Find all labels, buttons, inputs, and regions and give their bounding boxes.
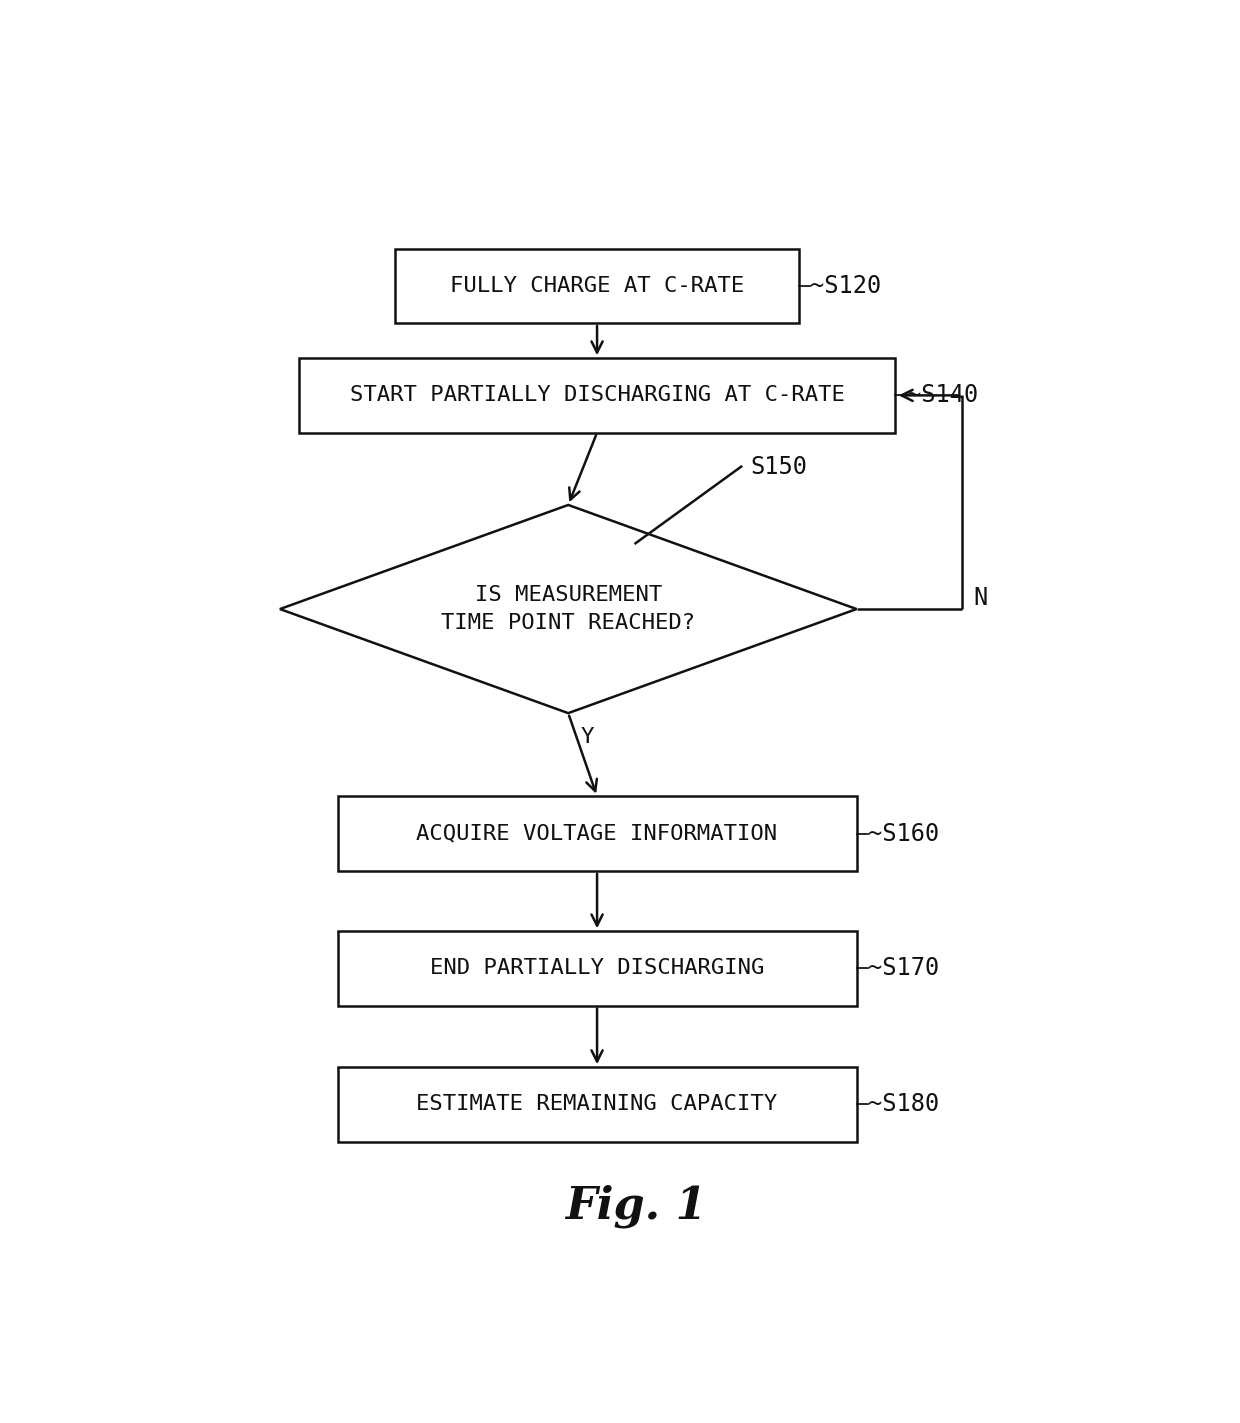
Text: ~S160: ~S160 — [868, 821, 940, 845]
Text: IS MEASUREMENT
TIME POINT REACHED?: IS MEASUREMENT TIME POINT REACHED? — [441, 585, 696, 633]
Text: ~S120: ~S120 — [811, 273, 882, 297]
Text: FULLY CHARGE AT C-RATE: FULLY CHARGE AT C-RATE — [450, 276, 744, 296]
FancyBboxPatch shape — [337, 1067, 857, 1141]
FancyBboxPatch shape — [337, 797, 857, 871]
Polygon shape — [280, 505, 857, 713]
Text: S150: S150 — [751, 454, 807, 478]
Text: START PARTIALLY DISCHARGING AT C-RATE: START PARTIALLY DISCHARGING AT C-RATE — [350, 386, 844, 406]
Text: ~S140: ~S140 — [906, 383, 978, 407]
Text: END PARTIALLY DISCHARGING: END PARTIALLY DISCHARGING — [430, 959, 764, 979]
Text: ACQUIRE VOLTAGE INFORMATION: ACQUIRE VOLTAGE INFORMATION — [417, 824, 777, 844]
FancyBboxPatch shape — [337, 931, 857, 1006]
Text: ~S170: ~S170 — [868, 956, 940, 980]
Text: Fig. 1: Fig. 1 — [564, 1184, 707, 1228]
FancyBboxPatch shape — [299, 359, 895, 433]
Text: ESTIMATE REMAINING CAPACITY: ESTIMATE REMAINING CAPACITY — [417, 1094, 777, 1114]
Text: Y: Y — [580, 727, 594, 747]
Text: ~S180: ~S180 — [868, 1093, 940, 1116]
Text: N: N — [973, 586, 988, 610]
FancyBboxPatch shape — [396, 249, 799, 323]
